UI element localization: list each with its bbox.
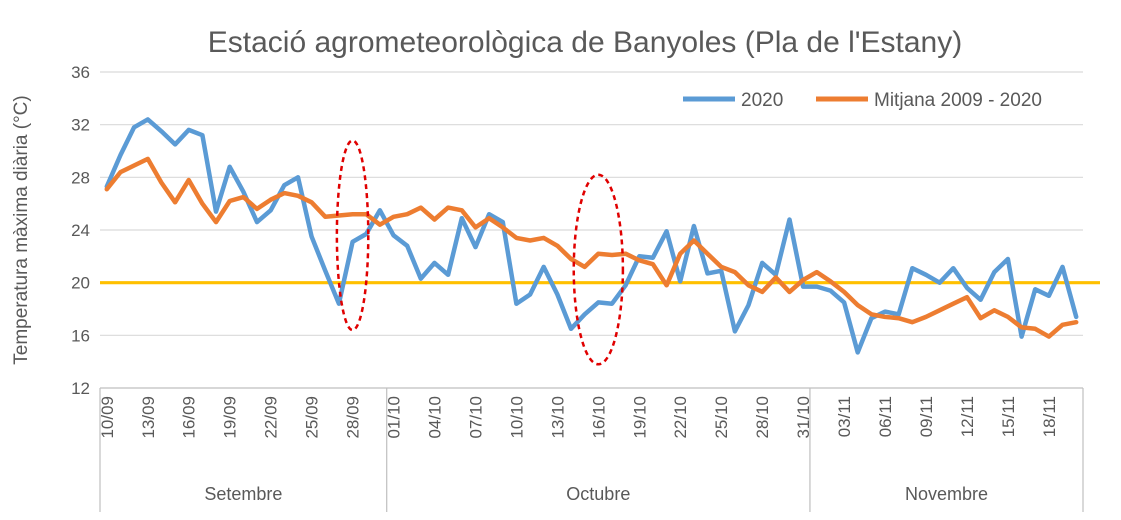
x-tick-label-19-09: 19/09 [221, 396, 240, 439]
x-tick-label-28-09: 28/09 [344, 396, 363, 439]
legend-label-2020: 2020 [741, 90, 783, 111]
x-tick-label-25-09: 25/09 [303, 396, 322, 439]
x-tick-labels: 10/09 13/09 16/09 19/09 22/09 25/09 28/09 01/10… [98, 396, 1059, 439]
x-tick-label-19-10: 19/10 [630, 396, 649, 439]
x-tick-label-16-10: 16/10 [589, 396, 608, 439]
month-axis: Setembre Octubre Novembre [99, 388, 1084, 512]
x-tick-label-25-10: 25/10 [712, 396, 731, 439]
legend: 2020 Mitjana 2009 - 2020 [683, 90, 1042, 111]
x-tick-label-31-10: 31/10 [794, 396, 813, 439]
x-tick-label-10-09: 10/09 [98, 396, 117, 439]
y-tick-label-32: 32 [71, 116, 90, 135]
month-label-setembre: Setembre [204, 484, 282, 504]
x-tick-label-01-10: 01/10 [385, 396, 404, 439]
x-tick-label-28-10: 28/10 [753, 396, 772, 439]
y-tick-label-28: 28 [71, 168, 90, 187]
chart-title: Estació agrometeorològica de Banyoles (P… [208, 26, 962, 59]
x-tick-label-10-10: 10/10 [507, 396, 526, 439]
y-tick-label-16: 16 [71, 326, 90, 345]
series-layer [104, 117, 1079, 355]
y-tick-label-36: 36 [71, 63, 90, 82]
x-tick-label-22-10: 22/10 [671, 396, 690, 439]
highlight-ellipse-2 [572, 173, 625, 366]
month-label-octubre: Octubre [566, 484, 630, 504]
x-tick-label-06-11: 06/11 [876, 396, 895, 437]
y-tick-label-20: 20 [71, 274, 90, 293]
highlight-layer [335, 139, 625, 366]
x-tick-label-22-09: 22/09 [262, 396, 281, 439]
x-tick-label-16-09: 16/09 [180, 396, 199, 439]
x-tick-label-13-10: 13/10 [548, 396, 567, 439]
x-tick-label-18-11: 18/11 [1040, 396, 1059, 437]
y-axis-label: Temperatura màxima diària (°C) [11, 95, 32, 364]
series-line-mitjana-2009-2020 [104, 156, 1079, 339]
y-tick-labels: 12 16 20 24 28 32 36 [71, 63, 90, 398]
x-tick-label-13-09: 13/09 [139, 396, 158, 439]
x-tick-label-09-11: 09/11 [917, 396, 936, 437]
month-label-novembre: Novembre [905, 484, 988, 504]
x-tick-label-12-11: 12/11 [958, 396, 977, 437]
x-tick-label-03-11: 03/11 [835, 396, 854, 437]
x-tick-label-07-10: 07/10 [466, 396, 485, 439]
y-tick-label-24: 24 [71, 221, 90, 240]
y-tick-label-12: 12 [71, 379, 90, 398]
x-tick-label-15-11: 15/11 [999, 396, 1018, 437]
legend-label-mitjana: Mitjana 2009 - 2020 [874, 90, 1042, 111]
series-line-2020 [104, 117, 1079, 355]
x-tick-label-04-10: 04/10 [425, 396, 444, 439]
